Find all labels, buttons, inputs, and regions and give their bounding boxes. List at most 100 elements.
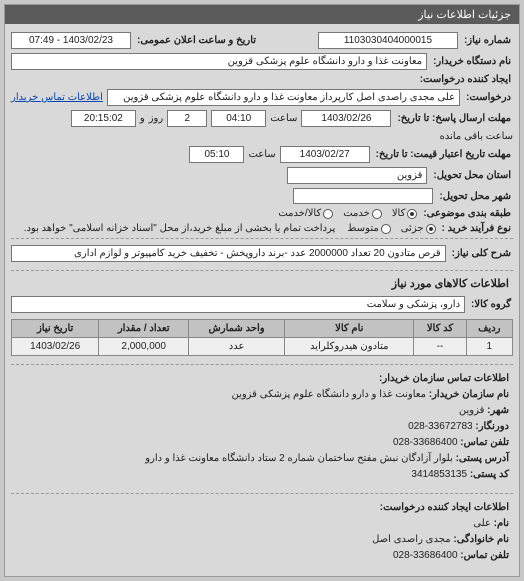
row-process-type: نوع فرآیند خرید : جزئی متوسط پرداخت تمام… xyxy=(11,221,513,236)
label-time-1: ساعت xyxy=(270,113,297,124)
row-goods-group: گروه کالا: دارو، پزشکی و سلامت xyxy=(11,294,513,315)
label-fax: دورنگار: xyxy=(475,421,509,432)
field-goods-group: دارو، پزشکی و سلامت xyxy=(11,296,465,313)
radio-label: خدمت xyxy=(343,208,370,219)
radio-group-process: جزئی متوسط xyxy=(347,223,435,234)
label-name: نام: xyxy=(494,518,509,529)
radio-label: کالا xyxy=(392,208,406,219)
th-1: کد کالا xyxy=(414,320,466,338)
th-4: تعداد / مقدار xyxy=(99,320,189,338)
panel-body: شماره نیاز: 1103030404000015 تاریخ و ساع… xyxy=(5,24,519,576)
radio-icon xyxy=(372,209,382,219)
field-buyer-device: معاونت غذا و دارو دانشگاه علوم پزشکی قزو… xyxy=(11,53,427,70)
label-answer-deadline: مهلت ارسال پاسخ: تا تاریخ: xyxy=(395,113,513,124)
radio-icon xyxy=(381,224,391,234)
radio-process-0[interactable]: جزئی xyxy=(401,223,436,234)
label-goods-group: گروه کالا: xyxy=(469,299,513,310)
field-answer-date: 1403/02/26 xyxy=(301,110,391,127)
field-desc: قرص متادون 20 تعداد 2000000 عدد -برند دا… xyxy=(11,245,446,262)
label-creator-title: اطلاعات ایجاد کننده درخواست: xyxy=(380,502,509,513)
label-buyer-device: نام دستگاه خریدار: xyxy=(431,56,513,67)
radio-group-subject: کالا خدمت کالا/خدمت xyxy=(278,208,417,219)
val-city: قزوین xyxy=(459,405,485,416)
field-province: قزوین xyxy=(287,167,427,184)
label-province: استان محل تحویل: xyxy=(431,170,513,181)
val-phone: 33686400-028 xyxy=(393,437,458,448)
label-org-name: نام سازمان خریدار: xyxy=(429,389,509,400)
goods-table: ردیف کد کالا نام کالا واحد شمارش تعداد /… xyxy=(11,319,513,356)
radio-subject-1[interactable]: خدمت xyxy=(343,208,382,219)
label-requester-short: ایجاد کننده درخواست: xyxy=(418,74,513,85)
td-2: متادون هیدروکلراید xyxy=(285,338,414,356)
goods-title: اطلاعات کالاهای مورد نیاز xyxy=(11,270,513,294)
label-contact-title: اطلاعات تماس سازمان خریدار: xyxy=(379,373,509,384)
table-header-row: ردیف کد کالا نام کالا واحد شمارش تعداد /… xyxy=(12,320,513,338)
td-0: 1 xyxy=(466,338,512,356)
val-name: علی xyxy=(473,518,491,529)
radio-icon xyxy=(323,209,333,219)
val-fax: 33672783-028 xyxy=(408,421,473,432)
label-postal: کد پستی: xyxy=(470,469,509,480)
radio-subject-2[interactable]: کالا/خدمت xyxy=(278,208,333,219)
label-request-no: شماره نیاز: xyxy=(462,35,513,46)
field-city-delivery xyxy=(293,188,433,204)
td-1: -- xyxy=(414,338,466,356)
field-date-time: 1403/02/23 - 07:49 xyxy=(11,32,131,49)
field-request-no: 1103030404000015 xyxy=(318,32,458,49)
th-5: تاریخ نیاز xyxy=(12,320,99,338)
table-row: 1 -- متادون هیدروکلراید عدد 2,000,000 14… xyxy=(12,338,513,356)
label-day: روز xyxy=(149,113,164,124)
th-3: واحد شمارش xyxy=(189,320,285,338)
radio-process-1[interactable]: متوسط xyxy=(347,223,390,234)
radio-subject-0[interactable]: کالا xyxy=(392,208,418,219)
th-0: ردیف xyxy=(466,320,512,338)
row-buyer-device: نام دستگاه خریدار: معاونت غذا و دارو دان… xyxy=(11,51,513,72)
row-request-no: شماره نیاز: 1103030404000015 تاریخ و ساع… xyxy=(11,30,513,51)
field-validity-date: 1403/02/27 xyxy=(280,146,370,163)
label-time-2: ساعت xyxy=(248,149,275,160)
row-subject-type: طبقه بندی موضوعی: کالا خدمت کالا/خدمت xyxy=(11,206,513,221)
link-buyer-contact[interactable]: اطلاعات تماس خریدار xyxy=(11,92,103,103)
label-and: و xyxy=(140,113,145,124)
field-hours-left: 20:15:02 xyxy=(71,110,136,127)
row-validity-deadline: مهلت تاریخ اعتبار قیمت: تا تاریخ: 1403/0… xyxy=(11,144,513,165)
label-process-type: نوع فرآیند خرید : xyxy=(440,223,513,234)
row-province: استان محل تحویل: قزوین xyxy=(11,165,513,186)
radio-icon xyxy=(426,224,436,234)
radio-label: کالا/خدمت xyxy=(278,208,321,219)
row-requester: ایجاد کننده درخواست: xyxy=(11,72,513,87)
field-validity-time: 05:10 xyxy=(189,146,244,163)
process-note: پرداخت تمام یا بخشی از مبلغ خرید،از محل … xyxy=(24,223,336,234)
row-city: شهر محل تحویل: xyxy=(11,186,513,206)
val-postal: 3414853135 xyxy=(411,469,467,480)
row-requester-value: درخواست: علی مجدی راصدی اصل کارپرداز معا… xyxy=(11,87,513,108)
td-4: 2,000,000 xyxy=(99,338,189,356)
label-family: نام خانوادگی: xyxy=(453,534,509,545)
field-requester: علی مجدی راصدی اصل کارپرداز معاونت غذا و… xyxy=(107,89,460,106)
label-city: شهر: xyxy=(487,405,509,416)
row-desc: شرح کلی نیاز: قرص متادون 20 تعداد 200000… xyxy=(11,238,513,264)
label-address: آدرس پستی: xyxy=(456,453,509,464)
row-answer-deadline: مهلت ارسال پاسخ: تا تاریخ: 1403/02/26 سا… xyxy=(11,108,513,144)
td-5: 1403/02/26 xyxy=(12,338,99,356)
val-family: مجدی راصدی اصل xyxy=(372,534,450,545)
label-subject-type: طبقه بندی موضوعی: xyxy=(421,208,513,219)
creator-block: اطلاعات ایجاد کننده درخواست: نام: علی نا… xyxy=(11,493,513,566)
th-2: نام کالا xyxy=(285,320,414,338)
radio-label: جزئی xyxy=(401,223,424,234)
val-org-name: معاونت غذا و دارو دانشگاه علوم پزشکی قزو… xyxy=(231,389,426,400)
field-days-left: 2 xyxy=(167,110,207,127)
label-desc: شرح کلی نیاز: xyxy=(450,248,513,259)
label-phone: تلفن تماس: xyxy=(460,437,509,448)
label-requester: درخواست: xyxy=(464,92,513,103)
label-remaining: ساعت باقی مانده xyxy=(440,131,513,142)
label-validity-deadline: مهلت تاریخ اعتبار قیمت: تا تاریخ: xyxy=(374,149,513,160)
val-address: بلوار آزادگان نبش مفتح ساختمان شماره 2 س… xyxy=(145,453,453,464)
label-phone2: تلفن تماس: xyxy=(460,550,509,561)
radio-icon xyxy=(407,209,417,219)
td-3: عدد xyxy=(189,338,285,356)
details-panel: جزئیات اطلاعات نیاز شماره نیاز: 11030304… xyxy=(4,4,520,577)
field-answer-time: 04:10 xyxy=(211,110,266,127)
val-phone2: 33686400-028 xyxy=(393,550,458,561)
panel-title: جزئیات اطلاعات نیاز xyxy=(5,5,519,24)
